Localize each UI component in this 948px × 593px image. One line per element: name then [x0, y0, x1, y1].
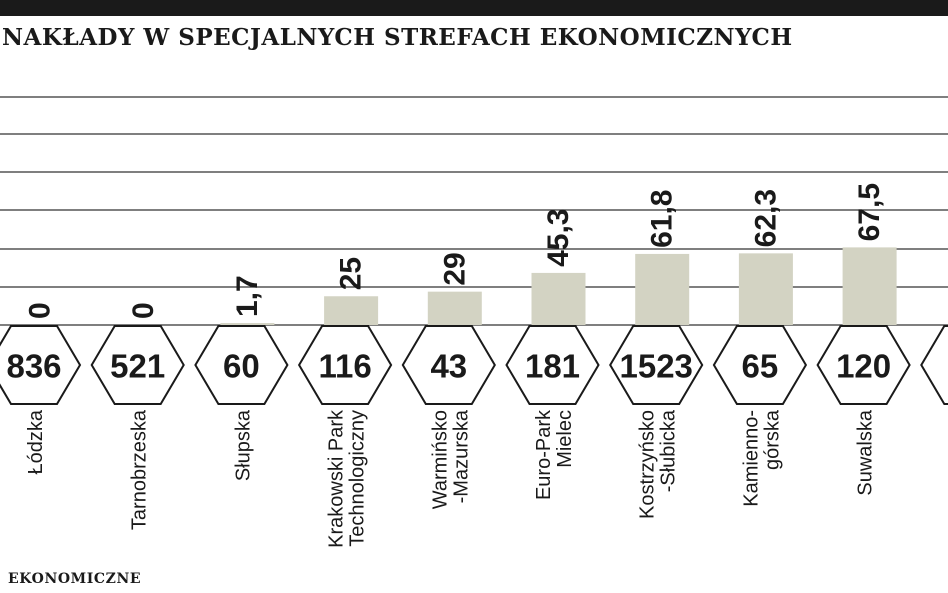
bar: [427, 291, 482, 325]
value-label: 0: [24, 302, 57, 319]
hexagon-label: 1523: [619, 348, 692, 385]
hexagon: [712, 325, 808, 405]
chart-title: NAKŁADY W SPECJALNYCH STREFACH EKONOMICZ…: [2, 24, 793, 51]
hexagon: [609, 325, 704, 405]
hexagon-label: 60: [223, 348, 260, 385]
category-label: Tarnobrzeska: [129, 409, 151, 530]
value-label: 61,8: [646, 190, 679, 248]
hexagon: [0, 325, 82, 405]
source-note: EKONOMICZNE: [8, 571, 142, 587]
hexagon-label: 120: [836, 348, 891, 385]
bar: [324, 296, 379, 325]
bar: [220, 323, 275, 325]
bar: [635, 253, 690, 325]
hexagon: [920, 325, 948, 405]
hexagon-label: 181: [525, 348, 580, 385]
hexagon: [90, 325, 185, 405]
hexagon: [194, 325, 289, 405]
bar: [531, 272, 586, 325]
hexagon: [401, 325, 496, 405]
hexagon: [505, 325, 600, 405]
category-label: Łódzka: [25, 409, 47, 474]
value-label: 1,7: [231, 275, 264, 317]
value-label: 29: [438, 252, 471, 285]
bar: [738, 253, 793, 325]
category-labels: Łódzka Tarnobrzeska Słupska Krakowski ParkT…: [25, 409, 877, 548]
hexagon-label: 836: [6, 348, 61, 385]
gridlines: [0, 96, 948, 326]
value-labels: 0 0 1,7 25 29 45,3 61,8 62,3 67,5: [24, 183, 887, 319]
hexagon: [816, 325, 911, 405]
top-rule: [0, 0, 948, 16]
category-label: Słupska: [232, 409, 254, 481]
hexagon-label: 116: [318, 348, 371, 385]
value-label: 45,3: [542, 209, 575, 267]
hexagon-badges: 836521601164318115236512015: [0, 325, 948, 405]
hexagon-label: 65: [742, 348, 779, 385]
bars: [220, 247, 897, 325]
value-label: 62,3: [749, 189, 782, 247]
value-label: 0: [127, 302, 160, 319]
hexagon: [297, 325, 393, 405]
bar: [842, 247, 897, 325]
category-label: Krakowski ParkTechnologiczny: [326, 409, 369, 548]
category-label: Suwalska: [855, 409, 877, 495]
hexagon-label: 521: [110, 348, 165, 385]
value-label: 25: [335, 257, 368, 290]
category-label: Euro-ParkMielec: [533, 409, 576, 500]
category-label: Warmińsko-Mazurska: [429, 409, 472, 509]
value-label: 67,5: [853, 183, 886, 241]
category-label: Kostrzyńsko-Słubicka: [637, 409, 680, 519]
hexagon-label: 43: [430, 348, 467, 385]
category-label: Kamienno-górska: [740, 409, 783, 507]
